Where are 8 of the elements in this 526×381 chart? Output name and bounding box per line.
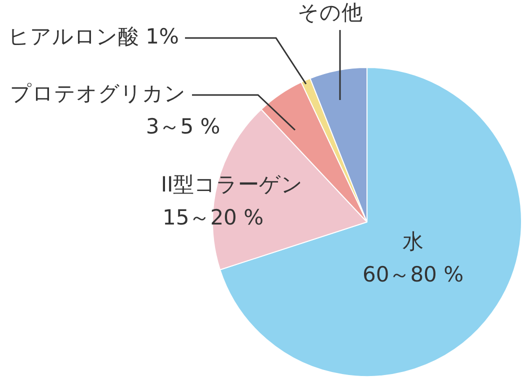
slice-label: II型コラーゲン <box>160 172 304 196</box>
slice-label: 水 <box>402 229 424 254</box>
text: 60～80 % <box>362 262 464 286</box>
slice-label: プロテオグリカン <box>10 81 186 106</box>
slice-label: ヒアルロン酸 1% <box>8 24 179 48</box>
slice-label: その他 <box>298 0 362 24</box>
text: 15～20 % <box>162 205 264 230</box>
text: 3～5 % <box>146 114 220 138</box>
